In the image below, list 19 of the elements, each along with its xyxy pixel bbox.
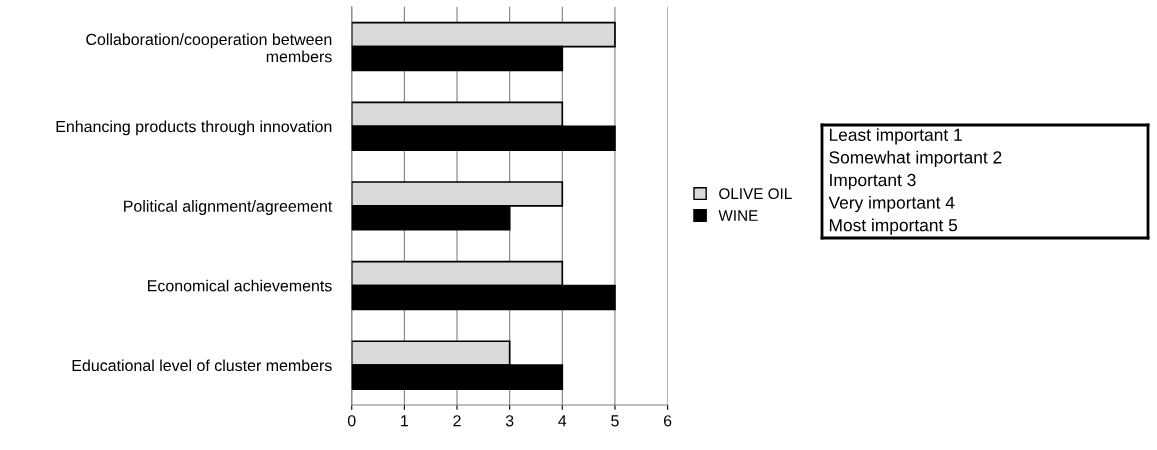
y-tick-label: Educational level of cluster members	[72, 359, 332, 372]
text: Most important 5	[829, 218, 958, 235]
text: Very important 4	[828, 196, 955, 213]
x-tick-label: 2	[453, 415, 461, 427]
x-tick-label: 3	[505, 415, 514, 427]
x-tick-label: 6	[663, 415, 672, 427]
y-tick-label: Economical achievements	[148, 279, 332, 292]
legend-label: OLIVE OIL	[719, 188, 792, 200]
x-tick-label: 5	[611, 415, 619, 427]
y-tick-label: Political alignment/agreement	[124, 200, 333, 215]
text: Least important 1	[829, 128, 962, 145]
y-tick-label: Enhancing products through innovation	[56, 120, 332, 136]
x-tick-label: 0	[347, 415, 356, 427]
text: Important 3	[830, 173, 916, 190]
y-tick-label: Collaboration/cooperation between members	[86, 33, 332, 63]
x-tick-label: 4	[558, 415, 567, 427]
x-tick-label: 1	[401, 415, 409, 427]
legend-label: WINE	[718, 210, 758, 221]
text: Somewhat important 2	[829, 150, 1002, 167]
